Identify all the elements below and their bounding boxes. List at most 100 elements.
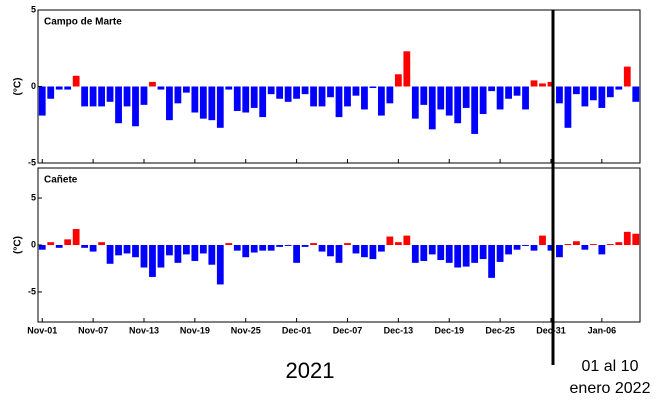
bar (394, 242, 402, 245)
bar (488, 245, 496, 278)
bar (462, 245, 470, 267)
bar (547, 81, 555, 87)
bar (428, 245, 436, 255)
period-label: enero 2022 (570, 380, 651, 397)
bar (166, 86, 173, 121)
bar (505, 245, 512, 255)
bar (344, 243, 351, 245)
bar (140, 86, 148, 105)
bar (361, 86, 368, 110)
plot-frame (37, 9, 641, 164)
bar (55, 245, 63, 248)
bar (47, 242, 55, 245)
bar (615, 242, 623, 245)
bar (547, 245, 555, 251)
bar (411, 245, 419, 263)
x-tick-label: Jan-06 (588, 325, 617, 335)
bar (403, 235, 411, 245)
y-tick-label: 5 (31, 4, 36, 14)
bar (259, 86, 267, 118)
bar (233, 245, 241, 251)
bar (216, 86, 224, 128)
bar (310, 86, 317, 107)
bar (496, 245, 504, 262)
y-tick-label: 0 (31, 239, 36, 249)
bar (301, 86, 309, 95)
bar (98, 86, 105, 107)
bar (233, 86, 241, 111)
bar (98, 242, 105, 245)
bar (335, 245, 343, 263)
bar (530, 80, 538, 87)
bar (386, 236, 394, 245)
bar (38, 245, 46, 250)
y-axis-label: (°C) (13, 236, 24, 254)
bar (81, 245, 89, 248)
bar (149, 81, 156, 87)
y-tick-label: 0 (31, 81, 36, 91)
bar (327, 245, 334, 257)
bar (564, 86, 572, 128)
bar (632, 233, 640, 245)
bar (157, 86, 165, 90)
bar (581, 86, 589, 107)
period-label: 01 al 10 (582, 358, 639, 375)
bar (479, 245, 487, 260)
bar (386, 86, 394, 104)
bar (454, 245, 462, 268)
bar (335, 86, 343, 118)
bar (267, 86, 275, 95)
x-tick-label: Dec-25 (485, 325, 515, 335)
bar (166, 245, 173, 256)
bar (344, 86, 351, 107)
panel-title: Campo de Marte (44, 17, 122, 28)
bar (242, 245, 250, 258)
bar (208, 86, 216, 121)
bar (428, 86, 436, 130)
bar (216, 245, 224, 285)
bar (115, 245, 122, 256)
bar (157, 245, 165, 268)
bar (513, 245, 521, 250)
bar (199, 245, 207, 254)
bar (505, 86, 512, 99)
bar (225, 86, 233, 90)
bar (539, 235, 546, 245)
bar (293, 86, 300, 99)
bar (522, 245, 529, 246)
bar (420, 86, 428, 105)
bar (454, 86, 462, 124)
bar (445, 86, 453, 116)
bar (589, 86, 597, 101)
bar (420, 245, 428, 261)
bar (149, 245, 156, 277)
bar (403, 51, 411, 87)
bar (615, 86, 623, 90)
x-tick-label: Nov-13 (129, 325, 159, 335)
bar (208, 245, 216, 265)
bar (564, 244, 572, 245)
bar (250, 245, 258, 253)
bar (513, 86, 521, 96)
bar (369, 245, 377, 260)
bar (522, 86, 529, 110)
y-tick-label: 5 (31, 192, 36, 202)
bar (479, 86, 487, 115)
year-label: 2021 (286, 358, 335, 383)
bar (267, 245, 275, 251)
bar (445, 245, 453, 263)
bar (556, 86, 563, 104)
bar (123, 86, 131, 107)
bar (123, 245, 131, 254)
x-tick-label: Dec-19 (434, 325, 464, 335)
bar (72, 75, 80, 87)
x-tick-label: Nov-25 (231, 325, 261, 335)
bar (394, 74, 402, 87)
bar (276, 245, 284, 247)
bar (623, 231, 631, 245)
bar (369, 86, 377, 89)
bar (556, 245, 563, 258)
bar (106, 245, 114, 264)
bar (174, 86, 182, 104)
